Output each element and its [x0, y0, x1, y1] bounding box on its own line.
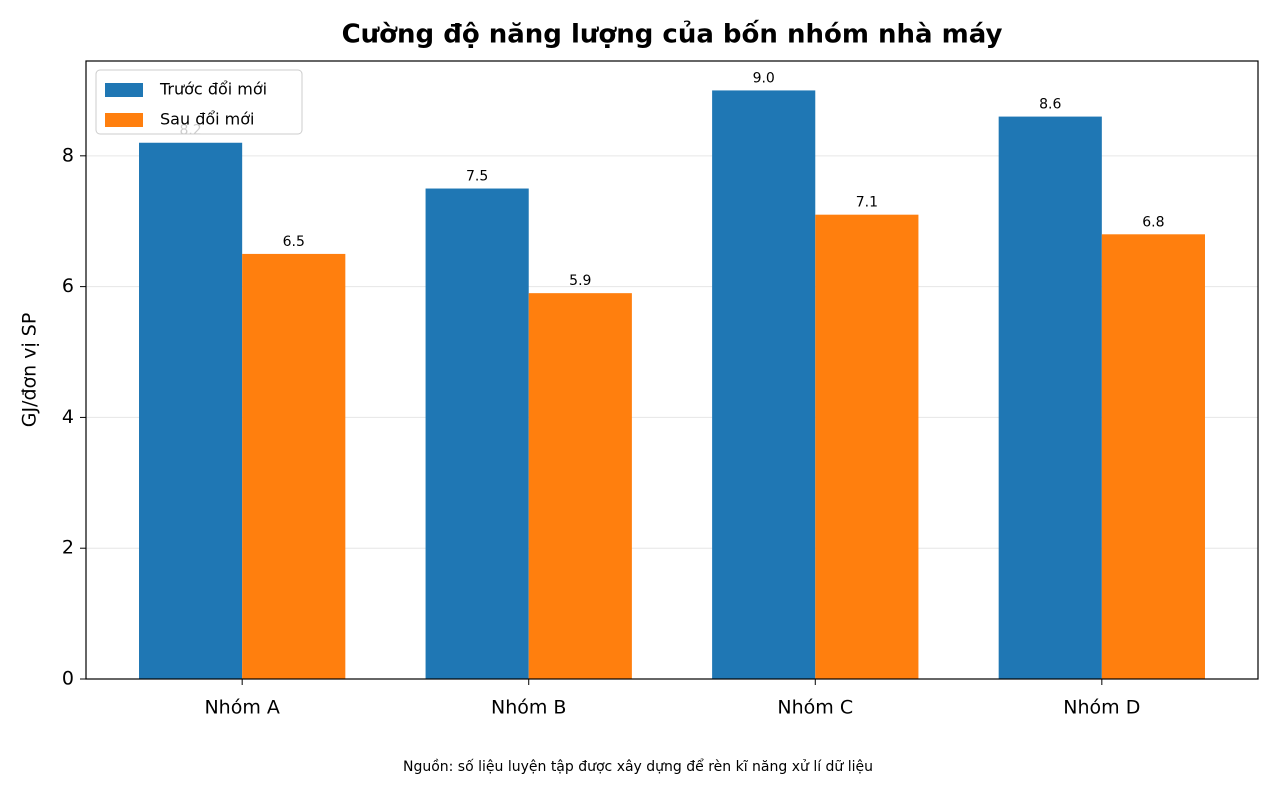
bar [1101, 234, 1205, 680]
value-label: 6.8 [1142, 214, 1164, 230]
y-tick-label: 6 [62, 275, 74, 297]
legend-swatch [105, 83, 143, 97]
y-axis-label: GJ/đơn vị SP [19, 313, 41, 428]
bar [139, 142, 243, 679]
value-label: 8.6 [1039, 97, 1061, 113]
y-tick-label: 4 [62, 406, 74, 428]
value-label: 5.9 [569, 273, 591, 289]
x-tick-label: Nhóm B [491, 697, 566, 719]
bar [242, 253, 346, 679]
legend-label: Sau đổi mới [160, 110, 254, 129]
chart-title: Cường độ năng lượng của bốn nhóm nhà máy [342, 19, 1003, 50]
bar [425, 188, 529, 679]
legend: Trước đổi mới Sau đổi mới [95, 69, 303, 135]
legend-label: Trước đổi mới [159, 80, 267, 99]
legend-box [95, 69, 303, 135]
bar [815, 214, 919, 679]
y-tick-label: 2 [62, 537, 74, 559]
value-label: 7.1 [856, 195, 878, 211]
bar [528, 293, 632, 679]
x-tick-label: Nhóm D [1063, 697, 1140, 719]
value-label: 7.5 [466, 169, 488, 185]
value-label: 9.0 [753, 70, 775, 86]
legend-swatch [105, 113, 143, 127]
bar [712, 90, 816, 679]
bar [998, 116, 1102, 680]
x-tick-label: Nhóm A [204, 697, 279, 719]
y-tick-label: 0 [62, 668, 74, 690]
value-label: 6.5 [283, 234, 305, 250]
footnote: Nguồn: số liệu luyện tập được xây dựng đ… [403, 758, 873, 775]
plot-frame [85, 60, 1259, 680]
y-tick-label: 8 [62, 144, 74, 166]
x-tick-label: Nhóm C [777, 697, 853, 719]
